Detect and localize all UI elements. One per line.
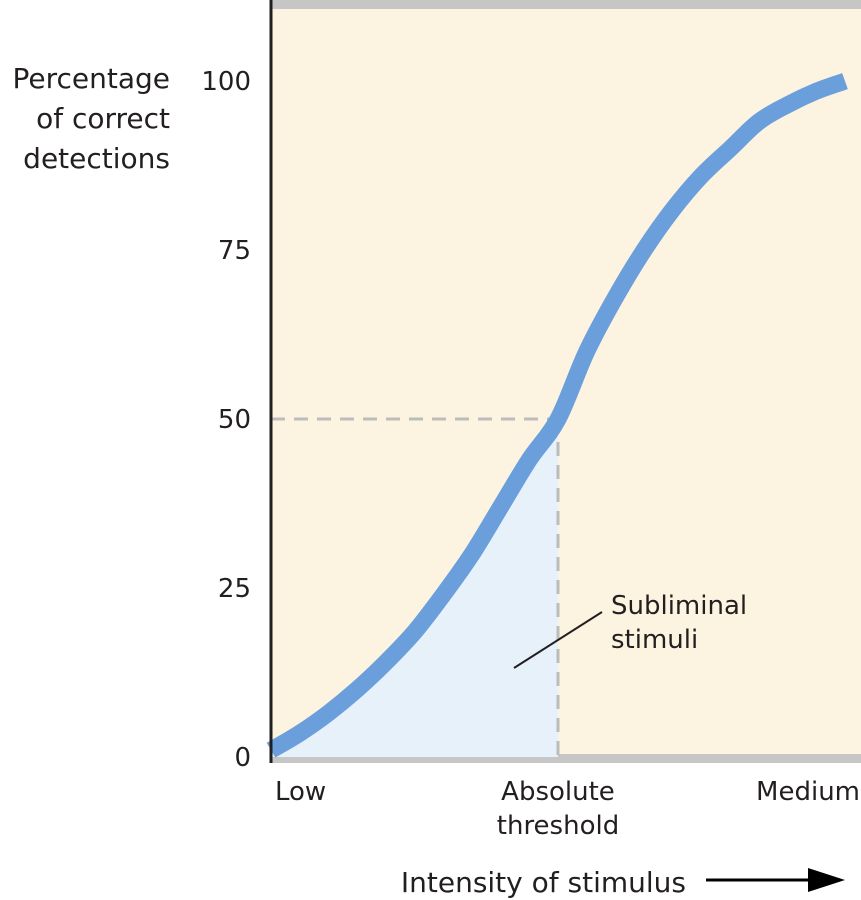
x-axis-bar xyxy=(271,754,861,763)
x-tick-label: threshold xyxy=(497,811,619,841)
x-axis-title: Intensity of stimulus xyxy=(401,866,686,899)
y-tick-label: 50 xyxy=(218,405,251,435)
x-tick-label: Medium xyxy=(756,777,860,807)
y-tick-label: 100 xyxy=(201,67,251,97)
y-tick-label: 0 xyxy=(234,743,251,773)
top-border-bar xyxy=(271,0,861,9)
annotation-label: Subliminal xyxy=(611,591,747,621)
annotation-label: stimuli xyxy=(611,625,698,655)
y-axis-title-line: Percentage xyxy=(12,62,170,95)
y-axis-title-line: detections xyxy=(23,142,170,175)
x-tick-label: Low xyxy=(275,777,326,807)
y-axis-title-line: of correct xyxy=(36,102,170,135)
detection-curve xyxy=(266,73,848,758)
annotation-leader-line xyxy=(513,611,603,669)
subliminal-region xyxy=(271,419,558,757)
y-tick-label: 25 xyxy=(218,574,251,604)
x-axis-arrow-head xyxy=(808,868,845,892)
y-tick-label: 75 xyxy=(218,236,251,266)
x-tick-label: Absolute xyxy=(501,777,615,807)
